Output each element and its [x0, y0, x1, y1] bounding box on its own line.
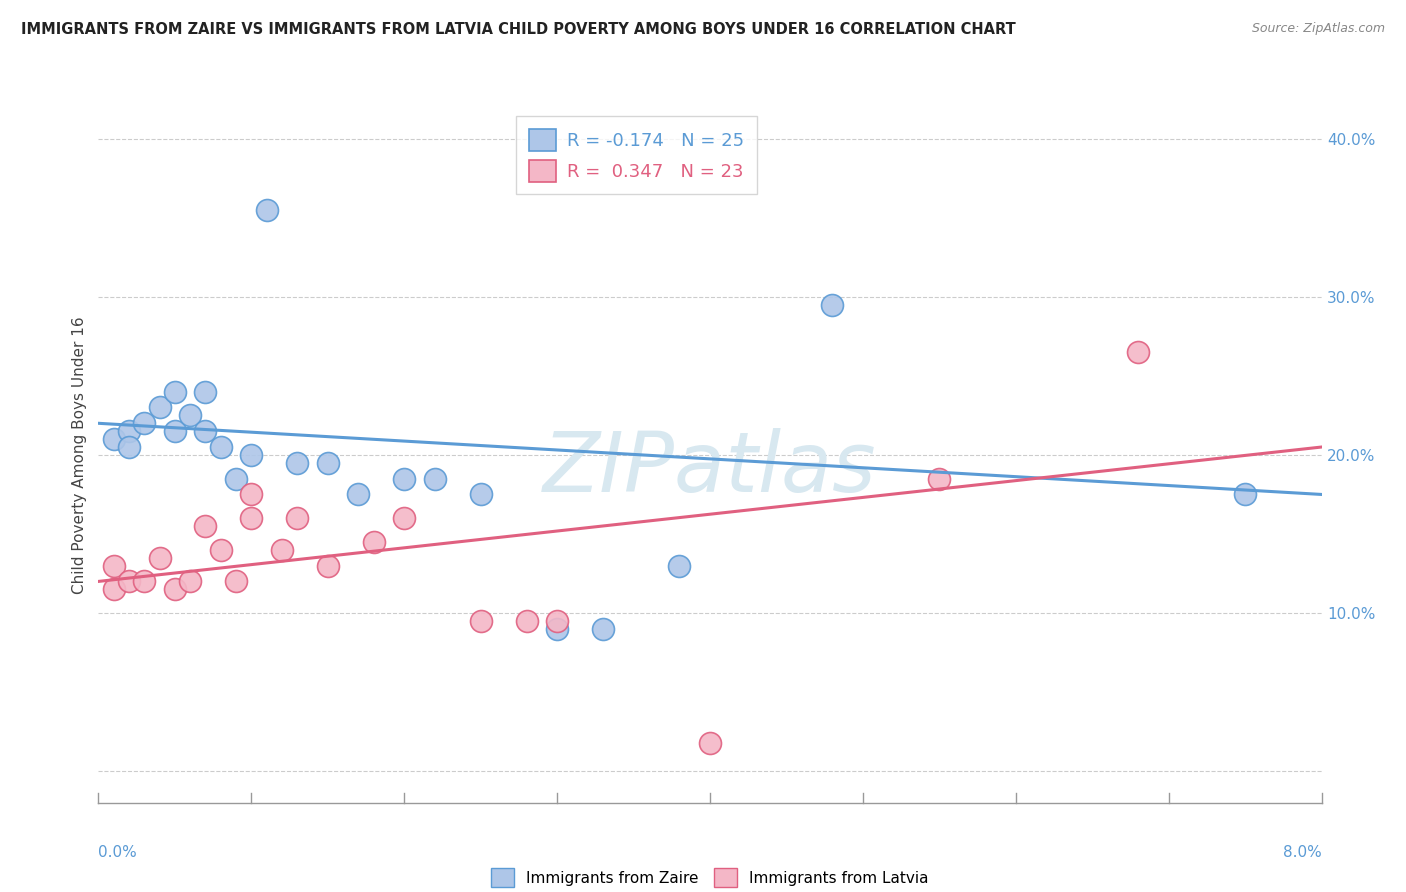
Point — [209, 440, 232, 454]
Point — [163, 582, 186, 597]
Point — [256, 202, 278, 217]
Point — [270, 542, 294, 557]
Point — [134, 417, 156, 431]
Point — [194, 519, 217, 533]
Point — [163, 384, 186, 399]
Point — [699, 736, 721, 750]
Point — [225, 574, 247, 589]
Point — [1234, 487, 1257, 501]
Text: Source: ZipAtlas.com: Source: ZipAtlas.com — [1251, 22, 1385, 36]
Point — [149, 401, 172, 415]
Point — [103, 582, 125, 597]
Point — [392, 511, 416, 525]
Point — [194, 424, 217, 438]
Point — [118, 424, 141, 438]
Point — [209, 542, 232, 557]
Point — [363, 534, 385, 549]
Point — [149, 550, 172, 565]
Point — [118, 440, 141, 454]
Point — [592, 622, 614, 636]
Point — [240, 487, 263, 501]
Point — [392, 472, 416, 486]
Point — [103, 432, 125, 446]
Point — [546, 622, 568, 636]
Legend: Immigrants from Zaire, Immigrants from Latvia: Immigrants from Zaire, Immigrants from L… — [482, 859, 938, 892]
Text: ZIPatlas: ZIPatlas — [543, 428, 877, 509]
Point — [285, 456, 308, 470]
Y-axis label: Child Poverty Among Boys Under 16: Child Poverty Among Boys Under 16 — [72, 316, 87, 594]
Point — [179, 574, 201, 589]
Text: 0.0%: 0.0% — [98, 845, 138, 860]
Point — [470, 487, 492, 501]
Point — [316, 456, 339, 470]
Point — [240, 448, 263, 462]
Point — [516, 614, 538, 628]
Point — [103, 558, 125, 573]
Text: IMMIGRANTS FROM ZAIRE VS IMMIGRANTS FROM LATVIA CHILD POVERTY AMONG BOYS UNDER 1: IMMIGRANTS FROM ZAIRE VS IMMIGRANTS FROM… — [21, 22, 1017, 37]
Point — [163, 424, 186, 438]
Text: 8.0%: 8.0% — [1282, 845, 1322, 860]
Point — [194, 384, 217, 399]
Point — [821, 298, 844, 312]
Point — [423, 472, 446, 486]
Point — [928, 472, 950, 486]
Point — [225, 472, 247, 486]
Point — [285, 511, 308, 525]
Point — [134, 574, 156, 589]
Point — [240, 511, 263, 525]
Point — [470, 614, 492, 628]
Point — [1128, 345, 1150, 359]
Point — [668, 558, 690, 573]
Point — [118, 574, 141, 589]
Point — [316, 558, 339, 573]
Point — [179, 409, 201, 423]
Point — [347, 487, 370, 501]
Point — [546, 614, 568, 628]
